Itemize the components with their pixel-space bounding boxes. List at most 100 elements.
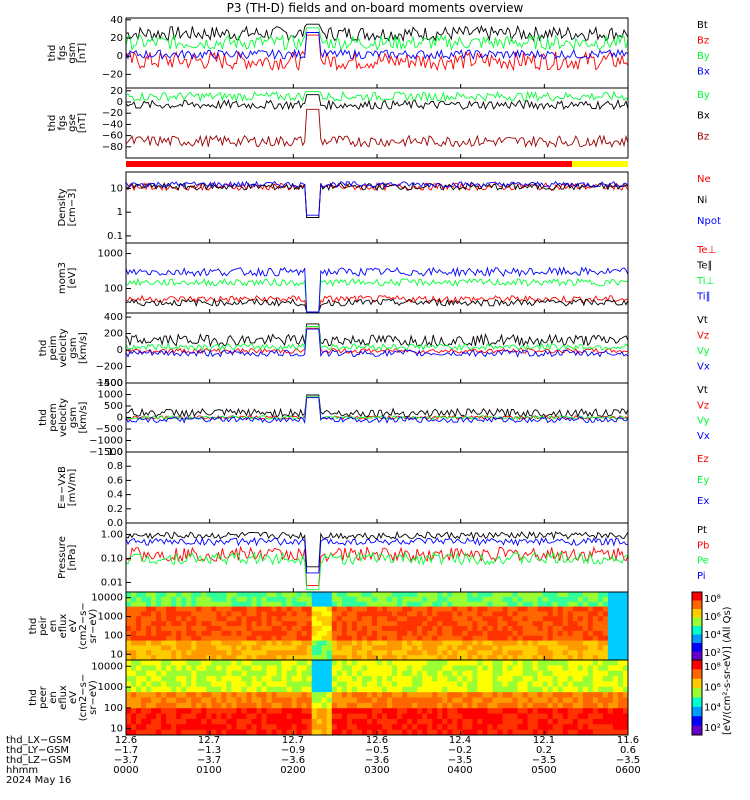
spectrogram-cell bbox=[236, 697, 242, 704]
spectrogram-cell bbox=[412, 697, 418, 704]
spectrogram-cell bbox=[582, 645, 589, 651]
spectrogram-cell bbox=[221, 616, 227, 622]
spectrogram-cell bbox=[346, 681, 353, 688]
spectrogram-cell bbox=[271, 650, 278, 656]
spectrogram-cell bbox=[356, 665, 363, 672]
spectrogram-cell bbox=[467, 645, 473, 651]
spectrogram-cell bbox=[437, 645, 443, 651]
spectrogram-cell bbox=[351, 660, 358, 666]
spectrogram-cell bbox=[246, 686, 252, 693]
spectrogram-cell bbox=[326, 724, 333, 731]
spectrogram-cell bbox=[617, 640, 624, 646]
spectrogram-cell bbox=[351, 596, 358, 603]
spectrogram-cell bbox=[206, 713, 212, 720]
spectrogram-cell bbox=[587, 611, 594, 617]
spectrogram-cell bbox=[387, 626, 393, 632]
series-line-Vx bbox=[125, 328, 629, 358]
spectrogram-cell bbox=[477, 681, 483, 688]
spectrogram-cell bbox=[582, 630, 589, 637]
spectrogram-cell bbox=[572, 640, 579, 646]
spectrogram-cell bbox=[161, 686, 167, 693]
spectrogram-cell bbox=[261, 592, 268, 598]
spectrogram-cell bbox=[562, 724, 569, 731]
spectrogram-cell bbox=[271, 670, 278, 677]
spectrogram-cell bbox=[191, 660, 197, 666]
spectrogram-cell bbox=[341, 611, 348, 617]
spectrogram-cell bbox=[427, 681, 433, 688]
spectrogram-cell bbox=[507, 616, 514, 622]
spectrogram-cell bbox=[492, 655, 498, 661]
spectrogram-cell bbox=[397, 708, 403, 715]
spectrogram-cell bbox=[286, 729, 293, 736]
spectrogram-cell bbox=[497, 606, 503, 612]
spectrogram-cell bbox=[141, 635, 147, 642]
spectrogram-cell bbox=[612, 665, 619, 672]
spectrogram-cell bbox=[351, 635, 358, 642]
spectrogram-cell bbox=[382, 676, 388, 682]
series-line-Bx bbox=[125, 32, 629, 61]
spectrogram-cell bbox=[241, 697, 247, 704]
spectrogram-cell bbox=[236, 601, 242, 608]
spectrogram-cell bbox=[231, 621, 237, 627]
footer-cell: 12.1 bbox=[532, 735, 556, 746]
spectrogram-cell bbox=[321, 626, 328, 632]
spectrogram-cell bbox=[226, 670, 232, 677]
spectrogram-cell bbox=[532, 635, 539, 642]
spectrogram-cell bbox=[382, 635, 388, 642]
spectrogram-cell bbox=[417, 635, 423, 642]
spectrogram-cell bbox=[296, 692, 303, 698]
spectrogram-cell bbox=[397, 729, 403, 736]
spectrogram-cell bbox=[482, 729, 488, 736]
spectrogram-cell bbox=[597, 702, 604, 709]
spectrogram-cell bbox=[392, 708, 398, 715]
spectrogram-cell bbox=[141, 702, 147, 709]
spectrogram-cell bbox=[482, 702, 488, 709]
spectrogram-cell bbox=[377, 596, 383, 603]
spectrogram-cell bbox=[276, 681, 283, 688]
spectrogram-cell bbox=[572, 596, 579, 603]
spectrogram-cell bbox=[617, 635, 624, 642]
spectrogram-cell bbox=[432, 660, 438, 666]
spectrogram-cell bbox=[306, 729, 313, 736]
spectrogram-cell bbox=[276, 655, 283, 661]
spectrogram-cell bbox=[281, 665, 288, 672]
spectrogram-cell bbox=[296, 621, 303, 627]
spectrogram-cell bbox=[301, 697, 308, 704]
spectrogram-cell bbox=[221, 630, 227, 637]
spectrogram-cell bbox=[422, 616, 428, 622]
spectrogram-cell bbox=[176, 650, 182, 656]
spectrogram-cell bbox=[477, 650, 483, 656]
spectrogram-cell bbox=[286, 655, 293, 661]
spectrogram-cell bbox=[356, 616, 363, 622]
spectrogram-cell bbox=[176, 724, 182, 731]
spectrogram-cell bbox=[356, 635, 363, 642]
spectrogram-cell bbox=[542, 592, 549, 598]
spectrogram-cell bbox=[126, 660, 132, 666]
mode-bar-fast bbox=[126, 161, 572, 167]
spectrogram-cell bbox=[487, 650, 493, 656]
spectrogram-cell bbox=[547, 724, 554, 731]
spectrogram-cell bbox=[301, 724, 308, 731]
spectrogram-cell bbox=[477, 592, 483, 598]
spectrogram-cell bbox=[452, 640, 458, 646]
spectrogram-cell bbox=[447, 611, 453, 617]
spectrogram-cell bbox=[211, 702, 217, 709]
spectrogram-cell bbox=[326, 702, 333, 709]
spectrogram-cell bbox=[527, 611, 534, 617]
spectrogram-cell bbox=[562, 596, 569, 603]
spectrogram-cell bbox=[457, 650, 463, 656]
spectrogram-cell bbox=[607, 729, 614, 736]
spectrogram-cell bbox=[156, 713, 162, 720]
spectrogram-cell bbox=[427, 635, 433, 642]
spectrogram-cell bbox=[241, 665, 247, 672]
spectrogram-cell bbox=[181, 692, 187, 698]
spectrogram-cell bbox=[246, 645, 252, 651]
spectrogram-cell bbox=[271, 681, 278, 688]
spectrogram-cell bbox=[437, 702, 443, 709]
spectrogram-cell bbox=[126, 630, 132, 637]
spectrogram-cell bbox=[622, 606, 629, 612]
spectrogram-cell bbox=[361, 702, 368, 709]
spectrogram-cell bbox=[261, 626, 268, 632]
spectrogram-cell bbox=[201, 616, 207, 622]
spectrogram-cell bbox=[577, 645, 584, 651]
